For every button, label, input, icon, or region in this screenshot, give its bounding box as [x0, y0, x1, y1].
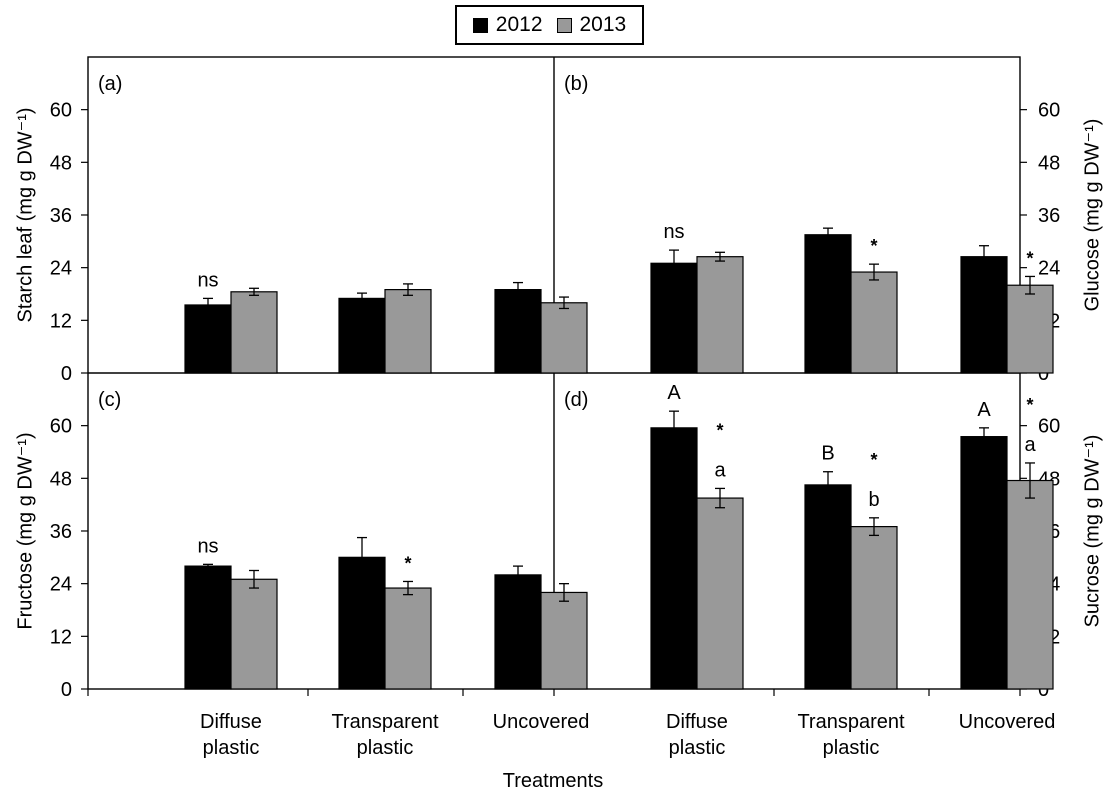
panel-d-bar-2012 — [650, 427, 698, 690]
panel-b-bar-2012 — [650, 262, 698, 374]
panel-a-ytick-label: 0 — [61, 363, 72, 385]
panel-b-bar-2012 — [960, 256, 1008, 374]
panel-a-ylabel: Starch leaf (mg g DW⁻¹) — [14, 107, 36, 322]
x-tick-label: Uncovered — [959, 711, 1056, 733]
panel-d-bar-2013 — [696, 497, 744, 690]
panel-a-annotation: ns — [197, 269, 218, 291]
panel-c-ytick-label: 60 — [50, 416, 72, 438]
panel-a-bar-2013 — [384, 289, 432, 374]
x-tick-label: Transparent — [797, 711, 905, 733]
legend-label-2012: 2012 — [495, 13, 543, 36]
panel-b-ytick-label: 0 — [1038, 363, 1049, 385]
x-tick-label: Diffuse — [666, 711, 728, 733]
panel-d-annotation: * — [870, 450, 877, 470]
panel-b-ylabel: Glucose (mg g DW⁻¹) — [1081, 119, 1103, 312]
panel-b-label: (b) — [564, 73, 588, 95]
panel-a-ytick-label: 60 — [50, 100, 72, 122]
legend-item-2013: 2013 — [556, 13, 627, 37]
panel-c-ytick-label: 0 — [61, 679, 72, 701]
panel-c-annotation: * — [404, 553, 411, 573]
panel-c-bar-2012 — [338, 556, 386, 690]
x-tick-label: Transparent — [331, 711, 439, 733]
panel-a-ytick-label: 48 — [50, 152, 72, 174]
legend-swatch-2012 — [472, 17, 488, 33]
panel-d-annotation: * — [716, 420, 723, 440]
panel-a-label: (a) — [98, 73, 122, 95]
panel-d-bar-2012 — [804, 484, 852, 690]
panel-c-ytick-label: 48 — [50, 468, 72, 490]
panel-d-annotation: A — [667, 382, 681, 404]
panel-d-annotation: a — [1024, 434, 1036, 456]
panel-d-bar-2012 — [960, 436, 1008, 690]
panel-c-ylabel: Fructose (mg g DW⁻¹) — [14, 432, 36, 629]
panel-b-ytick-label: 24 — [1038, 258, 1060, 280]
panel-d-ytick-label: 0 — [1038, 679, 1049, 701]
panel-b-annotation: ns — [663, 221, 684, 243]
panel-c-bar-2012 — [494, 574, 542, 690]
x-tick-label: plastic — [669, 737, 726, 759]
panel-a-bar-2012 — [494, 289, 542, 374]
x-axis-title: Treatments — [503, 770, 603, 792]
panel-c-ytick-label: 12 — [50, 626, 72, 648]
panel-c-label: (c) — [98, 389, 121, 411]
panel-d-annotation: b — [868, 489, 879, 511]
panel-a-bar-2012 — [338, 297, 386, 374]
panel-d-annotation: B — [821, 443, 834, 465]
panel-b-bar-2012 — [804, 234, 852, 374]
panel-c-ytick-label: 24 — [50, 574, 72, 596]
panel-b-bar-2013 — [850, 271, 898, 374]
panel-a-bar-2013 — [540, 302, 588, 374]
panel-d-bar-2013 — [850, 526, 898, 690]
panel-d-annotation: A — [977, 399, 991, 421]
panel-a-bar-2013 — [230, 291, 278, 374]
panel-d-label: (d) — [564, 389, 588, 411]
x-tick-label: Uncovered — [493, 711, 590, 733]
panel-c-ytick-label: 36 — [50, 521, 72, 543]
panel-c-bar-2013 — [384, 587, 432, 690]
panel-b-annotation: * — [870, 236, 877, 256]
panel-d-ylabel: Sucrose (mg g DW⁻¹) — [1081, 435, 1103, 628]
legend-label-2013: 2013 — [579, 13, 627, 36]
legend: 2012 2013 — [455, 5, 644, 45]
panel-c-bar-2013 — [540, 591, 588, 690]
panel-b-bar-2013 — [696, 256, 744, 374]
panel-b-annotation: * — [1026, 248, 1033, 268]
panel-a-ytick-label: 24 — [50, 258, 72, 280]
x-tick-label: plastic — [203, 737, 260, 759]
panel-b-bar-2013 — [1006, 284, 1054, 374]
panel-d-bar-2013 — [1006, 479, 1054, 690]
panel-d-annotation: * — [1026, 395, 1033, 415]
x-tick-label: plastic — [823, 737, 880, 759]
panel-c-annotation: ns — [197, 535, 218, 557]
legend-item-2012: 2012 — [472, 13, 543, 37]
panel-b-ytick-label: 48 — [1038, 152, 1060, 174]
panel-b-ytick-label: 60 — [1038, 100, 1060, 122]
panel-c-bar-2013 — [230, 578, 278, 690]
panel-b-ytick-label: 36 — [1038, 205, 1060, 227]
panel-a-bar-2012 — [184, 304, 232, 374]
panel-a-ytick-label: 36 — [50, 205, 72, 227]
panel-c-bar-2012 — [184, 565, 232, 690]
panel-d-annotation: a — [714, 459, 726, 481]
x-tick-label: Diffuse — [200, 711, 262, 733]
x-tick-label: plastic — [357, 737, 414, 759]
panel-d-ytick-label: 60 — [1038, 416, 1060, 438]
panel-a-ytick-label: 12 — [50, 310, 72, 332]
legend-swatch-2013 — [556, 17, 572, 33]
